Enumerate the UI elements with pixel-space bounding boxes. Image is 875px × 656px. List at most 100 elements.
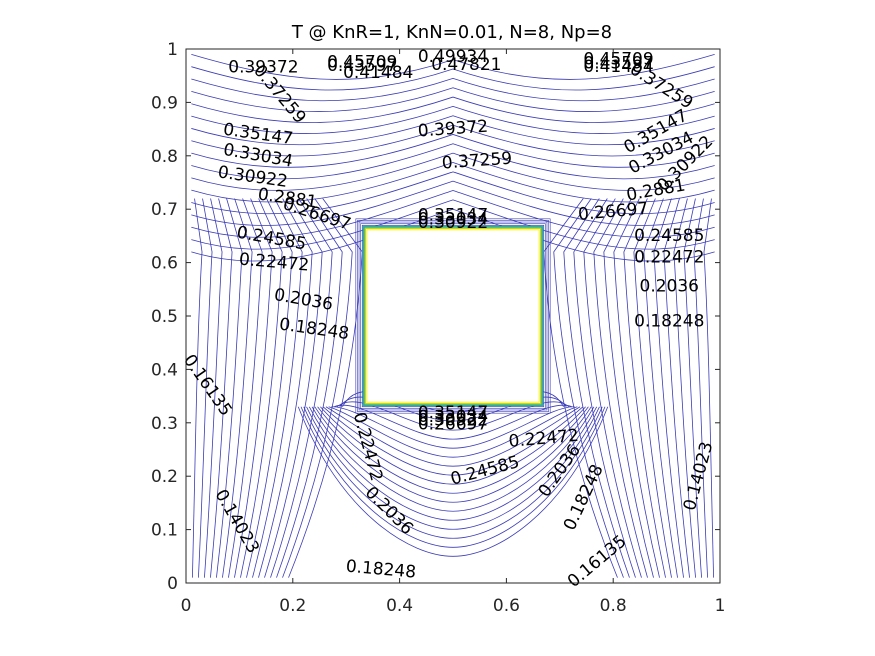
y-tick-label: 0.3 xyxy=(151,414,178,434)
contour-line xyxy=(306,406,600,530)
contour-line xyxy=(276,198,343,578)
contour-label: 0.37259 xyxy=(626,59,696,113)
contour-line xyxy=(191,162,715,203)
contour-line xyxy=(593,198,648,578)
contour-line xyxy=(328,406,578,458)
contour-line xyxy=(240,198,283,578)
contour-line xyxy=(191,208,715,262)
contour-line xyxy=(643,198,678,578)
contour-line xyxy=(693,198,708,578)
near-wall-contour xyxy=(357,220,549,412)
contour-line xyxy=(264,198,323,578)
y-tick-label: 0.1 xyxy=(151,521,178,541)
contour-line xyxy=(703,198,714,578)
y-tick-label: 0.4 xyxy=(151,360,178,380)
contour-line xyxy=(334,404,572,440)
contour-line xyxy=(191,105,715,134)
contour-line xyxy=(192,198,203,578)
y-tick-label: 0.7 xyxy=(151,200,178,220)
contour-line xyxy=(252,198,303,578)
x-tick-label: 0.4 xyxy=(386,596,413,616)
near-wall-contour xyxy=(360,223,546,409)
hot-square-edge xyxy=(362,225,544,407)
contour-label: 0.49934 xyxy=(418,47,488,67)
contour-line xyxy=(234,198,273,578)
near-wall-contour xyxy=(361,224,545,408)
contour-line xyxy=(228,198,263,578)
contour-line xyxy=(204,198,223,578)
contour-line xyxy=(246,198,293,578)
x-tick-label: 0.8 xyxy=(600,596,627,616)
contour-label: 0.43597 xyxy=(327,56,397,76)
contour-line xyxy=(191,190,715,238)
contour-label: 0.2036 xyxy=(640,277,699,297)
x-tick-label: 1 xyxy=(715,596,726,616)
contour-label: 0.39372 xyxy=(228,58,298,78)
contour-label: 0.35147 xyxy=(418,403,488,423)
x-tick-label: 0.6 xyxy=(493,596,520,616)
contour-label: 0.26697 xyxy=(418,414,488,434)
y-tick-label: 0 xyxy=(167,574,178,594)
y-tick-label: 0.8 xyxy=(151,147,178,167)
inner-square-boundary xyxy=(355,218,551,414)
y-tick-label: 0.9 xyxy=(151,93,178,113)
contour-line xyxy=(191,115,715,146)
contour-label: 0.33034 xyxy=(418,209,488,229)
contour-line xyxy=(210,198,233,578)
contour-line xyxy=(297,406,609,557)
contour-label: 0.41484 xyxy=(343,63,413,83)
contour-line xyxy=(191,66,715,91)
contour-line xyxy=(663,198,690,578)
contour-line xyxy=(300,406,606,548)
contour-line xyxy=(308,406,598,521)
x-tick-label: 0.2 xyxy=(279,596,306,616)
contour-line xyxy=(282,198,353,578)
contour-line xyxy=(191,77,715,102)
contour-label: 0.22472 xyxy=(634,247,704,267)
contour-line xyxy=(216,198,243,578)
contour-label: 0.45709 xyxy=(327,52,397,72)
contour-line xyxy=(191,180,715,226)
hot-square-edge xyxy=(364,227,542,405)
y-tick-label: 1 xyxy=(167,40,178,60)
contour-line xyxy=(222,198,253,578)
contour-line xyxy=(191,124,715,157)
contour-line xyxy=(613,198,660,578)
contour-label: 0.33034 xyxy=(418,407,488,427)
contour-label: 0.45709 xyxy=(583,50,653,70)
contour-line xyxy=(633,198,672,578)
y-tick-label: 0.2 xyxy=(151,467,178,487)
contour-label: 0.41484 xyxy=(583,57,653,77)
x-tick-label: 0 xyxy=(181,596,192,616)
contour-line xyxy=(623,198,666,578)
contour-label: 0.2036 xyxy=(272,285,334,315)
contour-label: 0.22472 xyxy=(349,410,387,483)
contour-line xyxy=(270,198,333,578)
y-tick-label: 0.6 xyxy=(151,254,178,274)
contour-line xyxy=(653,198,684,578)
contour-label: 0.18248 xyxy=(634,311,704,331)
contour-line xyxy=(191,152,715,191)
contour-line xyxy=(311,406,595,512)
hot-square-edge xyxy=(366,229,540,403)
contour-label: 0.43597 xyxy=(583,53,653,73)
contour-line xyxy=(191,53,715,80)
contour-line xyxy=(303,406,603,539)
contour-line xyxy=(553,198,624,578)
contour-label: 0.35147 xyxy=(418,206,488,226)
contour-line xyxy=(191,143,715,180)
contour-line xyxy=(325,406,581,467)
contour-label: 0.39372 xyxy=(417,117,489,142)
contour-line xyxy=(317,406,589,494)
contour-line xyxy=(258,198,313,578)
contour-label: 0.14023 xyxy=(210,486,262,557)
contour-line xyxy=(563,198,630,578)
contour-line xyxy=(191,171,715,215)
contour-line xyxy=(320,406,586,485)
contour-label: 0.37259 xyxy=(441,149,513,174)
contour-line xyxy=(191,199,715,250)
contour-line xyxy=(314,406,592,503)
contour-line xyxy=(322,406,584,476)
near-wall-contour xyxy=(358,221,548,411)
